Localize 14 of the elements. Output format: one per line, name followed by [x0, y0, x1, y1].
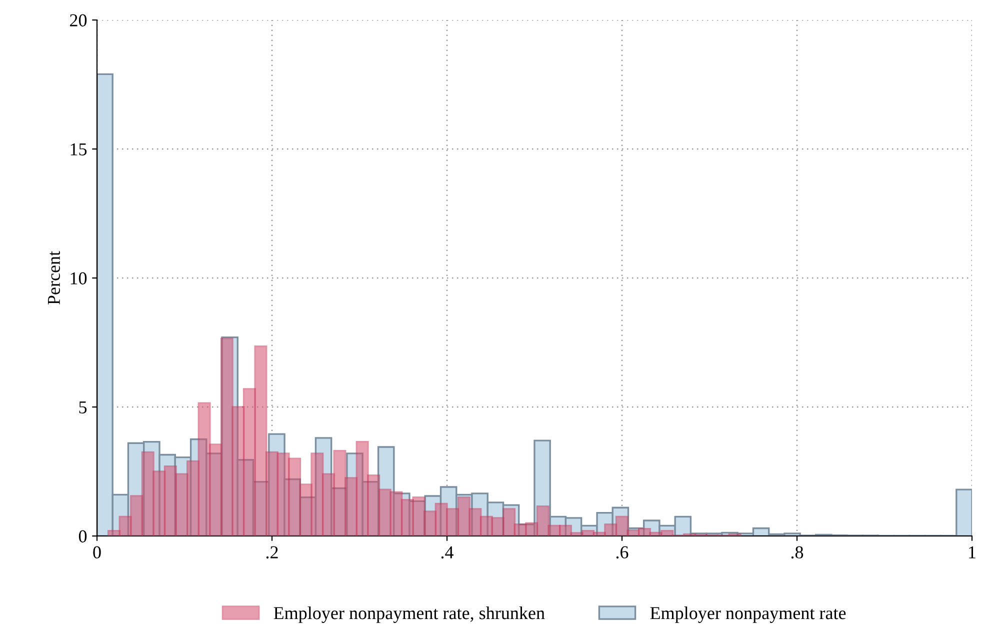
x-tick-label: 1: [969, 546, 976, 558]
x-tick-label: .6: [616, 546, 628, 559]
y-tick-label: 5: [79, 401, 87, 414]
y-tick-label: 10: [70, 272, 87, 284]
x-tick-label: 0: [93, 546, 101, 558]
legend-label: Employer nonpayment rate, shrunken: [274, 606, 545, 623]
y-tick-label: 15: [70, 143, 87, 156]
x-tick-label: .4: [441, 546, 454, 559]
y-tick-label: 0: [78, 530, 87, 542]
y-axis-title: Percent: [48, 251, 60, 305]
y-tick-label: 20: [70, 14, 87, 26]
x-tick-label: .2: [266, 546, 278, 559]
legend-label: Employer nonpayment rate: [650, 606, 846, 623]
x-tick-label: .8: [791, 546, 804, 559]
